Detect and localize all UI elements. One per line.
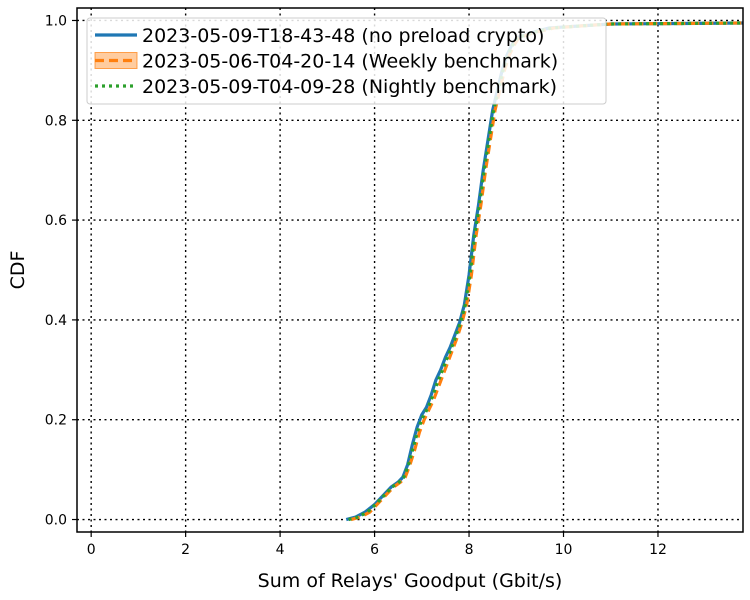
legend-label: 2023-05-06-T04-20-14 (Weekly benchmark)	[142, 51, 558, 73]
y-tick-label: 0.4	[45, 313, 67, 329]
y-tick-label: 0.2	[45, 413, 67, 429]
x-tick-label: 12	[649, 542, 667, 558]
plot-frame	[76, 7, 744, 533]
x-tick-label: 6	[370, 542, 379, 558]
y-tick-label: 0.0	[45, 513, 67, 529]
y-tick-label: 1.0	[45, 13, 67, 29]
y-tick-label: 0.8	[45, 113, 67, 129]
x-tick-label: 2	[181, 542, 190, 558]
legend: 2023-05-09-T18-43-48 (no preload crypto)…	[86, 17, 607, 105]
y-axis-title: CDF	[7, 251, 29, 290]
legend-label: 2023-05-09-T04-09-28 (Nightly benchmark)	[142, 76, 557, 98]
y-tick-label: 0.6	[45, 213, 67, 229]
x-tick-label: 10	[555, 542, 573, 558]
legend-label: 2023-05-09-T18-43-48 (no preload crypto)	[142, 25, 544, 47]
x-axis-title: Sum of Relays' Goodput (Gbit/s)	[258, 570, 563, 592]
legend-box	[86, 17, 607, 105]
x-tick-label: 4	[276, 542, 285, 558]
x-tick-label: 0	[87, 542, 96, 558]
axis-ticks: 0 2 4 6 8 10 12 0.0 0.2 0.4 0.6 0.8 1.0	[45, 13, 667, 558]
x-tick-label: 8	[465, 542, 474, 558]
